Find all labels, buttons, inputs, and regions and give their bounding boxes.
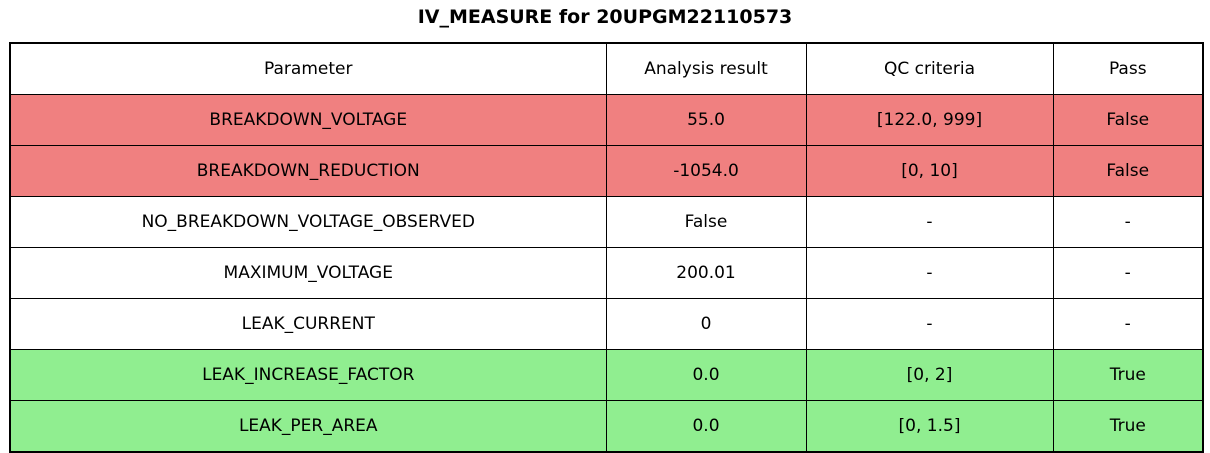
table-row: LEAK_CURRENT 0- -	[9, 298, 1204, 350]
column-header-parameter: Parameter	[9, 42, 607, 95]
analysis-result-cell: 0.0	[605, 400, 807, 453]
qc-criteria-cell: [0, 2]	[805, 349, 1054, 401]
column-header-qc-criteria: QC criteria	[805, 42, 1054, 95]
page-title: IV_MEASURE for 20UPGM22110573	[417, 6, 793, 28]
table-row: LEAK_INCREASE_FACTOR 0.0 [0, 2] True	[9, 349, 1204, 401]
analysis-result-cell: 0	[605, 298, 807, 350]
qc-criteria-cell: [122.0, 999]	[805, 94, 1054, 146]
qc-criteria-cell: [0, 1.5]	[805, 400, 1054, 453]
parameter-cell: BREAKDOWN_VOLTAGE	[9, 94, 607, 146]
pass-cell: False	[1052, 145, 1204, 197]
qc-criteria-cell: -	[805, 196, 1054, 248]
analysis-result-cell: 55.0	[605, 94, 807, 146]
analysis-result-cell: -1054.0	[605, 145, 807, 197]
table-row: NO_BREAKDOWN_VOLTAGE_OBSERVED False - -	[9, 196, 1204, 248]
pass-cell: -	[1052, 298, 1204, 350]
analysis-result-cell: 200.01	[605, 247, 807, 299]
analysis-result-cell: False	[605, 196, 807, 248]
parameter-cell: LEAK_INCREASE_FACTOR	[9, 349, 607, 401]
parameter-cell: LEAK_PER_AREA	[9, 400, 607, 453]
parameter-cell: BREAKDOWN_REDUCTION	[9, 145, 607, 197]
pass-cell: True	[1052, 349, 1204, 401]
table-header: Parameter Analysis result QC criteria Pa…	[9, 42, 1204, 95]
header-row: Parameter Analysis result QC criteria Pa…	[9, 42, 1204, 95]
qc-results-table: Parameter Analysis result QC criteria Pa…	[9, 42, 1204, 453]
pass-cell: -	[1052, 247, 1204, 299]
pass-cell: True	[1052, 400, 1204, 453]
column-header-analysis-result: Analysis result	[605, 42, 807, 95]
pass-cell: False	[1052, 94, 1204, 146]
parameter-cell: MAXIMUM_VOLTAGE	[9, 247, 607, 299]
qc-criteria-cell: [0, 10]	[805, 145, 1054, 197]
analysis-result-cell: 0.0	[605, 349, 807, 401]
pass-cell: -	[1052, 196, 1204, 248]
table-row: BREAKDOWN_VOLTAGE 55.0 [122.0, 999] False	[9, 94, 1204, 146]
table-body: BREAKDOWN_VOLTAGE 55.0 [122.0, 999] False BR…	[9, 94, 1204, 453]
table-row: BREAKDOWN_REDUCTION -1054.0 [0, 10] False	[9, 145, 1204, 197]
table-row: LEAK_PER_AREA 0.0 [0, 1.5] True	[9, 400, 1204, 453]
table-row: MAXIMUM_VOLTAGE 200.01- -	[9, 247, 1204, 299]
qc-criteria-cell: -	[805, 247, 1054, 299]
qc-criteria-cell: -	[805, 298, 1054, 350]
parameter-cell: NO_BREAKDOWN_VOLTAGE_OBSERVED	[9, 196, 607, 248]
column-header-pass: Pass	[1052, 42, 1204, 95]
parameter-cell: LEAK_CURRENT	[9, 298, 607, 350]
